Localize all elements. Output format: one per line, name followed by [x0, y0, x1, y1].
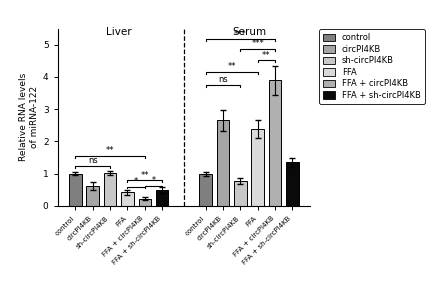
Text: Liver: Liver: [106, 27, 132, 37]
Bar: [104, 173, 117, 206]
Bar: [69, 174, 82, 206]
Text: **: **: [106, 146, 114, 155]
Bar: [121, 192, 134, 206]
Bar: [199, 174, 212, 206]
Bar: [234, 181, 247, 206]
Text: **: **: [140, 171, 149, 180]
Y-axis label: Relative RNA levels
of miRNA-122: Relative RNA levels of miRNA-122: [19, 73, 39, 161]
Bar: [269, 80, 281, 206]
Text: **: **: [262, 51, 271, 59]
Bar: [286, 162, 299, 206]
Text: *: *: [152, 176, 155, 185]
Legend: control, circPI4KB, sh-circPI4KB, FFA, FFA + circPI4KB, FFA + sh-circPI4KB: control, circPI4KB, sh-circPI4KB, FFA, F…: [319, 29, 425, 104]
Text: ***: ***: [251, 39, 264, 48]
Text: **: **: [227, 62, 236, 71]
Text: ***: ***: [234, 29, 247, 39]
Text: ns: ns: [218, 75, 228, 84]
Text: Serum: Serum: [232, 27, 266, 37]
Bar: [86, 186, 99, 206]
Bar: [251, 129, 264, 206]
Bar: [156, 190, 168, 206]
Text: ns: ns: [88, 156, 97, 165]
Bar: [139, 199, 151, 206]
Bar: [217, 120, 229, 206]
Text: *: *: [134, 177, 138, 186]
